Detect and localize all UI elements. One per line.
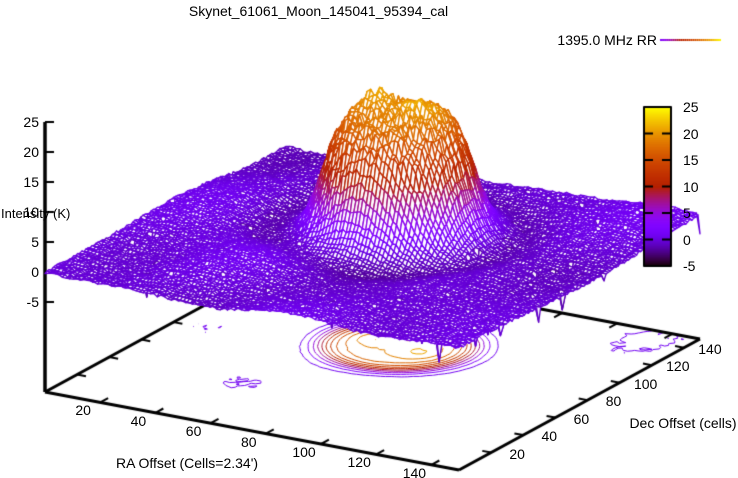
colorbar-tick-label: 0 bbox=[683, 231, 691, 248]
dec-axis-tick-label: 40 bbox=[541, 428, 558, 445]
colorbar-tick-label: 10 bbox=[683, 178, 699, 195]
ra-axis-tick-label: 100 bbox=[292, 444, 316, 460]
ra-axis-tick-label: 140 bbox=[402, 464, 427, 478]
z-axis-tick-label: 15 bbox=[23, 174, 39, 190]
z-axis-tick-label: 0 bbox=[31, 264, 39, 280]
ra-axis-tick-label: 80 bbox=[241, 433, 257, 450]
legend-label: 1395.0 MHz RR bbox=[557, 32, 657, 48]
colorbar-tick-label: 15 bbox=[683, 152, 699, 168]
z-axis-label: Intensity (K) bbox=[1, 206, 71, 221]
z-axis-tick-label: -5 bbox=[26, 294, 39, 310]
z-axis-tick-label: 20 bbox=[23, 144, 39, 160]
ra-axis-tick-label: 120 bbox=[347, 454, 371, 471]
z-axis-tick-label: 5 bbox=[31, 234, 39, 250]
colorbar-tick-label: 25 bbox=[683, 99, 699, 115]
dec-axis-tick-label: 140 bbox=[698, 340, 722, 357]
dec-axis-tick-label: 80 bbox=[605, 393, 622, 410]
colorbar-tick-label: -5 bbox=[683, 258, 696, 274]
z-axis-tick-label: 25 bbox=[23, 114, 39, 130]
ra-axis-tick-label: 20 bbox=[75, 402, 91, 419]
x-axis-label: RA Offset (Cells=2.34') bbox=[115, 455, 259, 471]
dec-axis-tick-label: 60 bbox=[573, 410, 590, 427]
plot-title: Skynet_61061_Moon_145041_95394_cal bbox=[188, 3, 449, 19]
ra-axis-tick-label: 40 bbox=[130, 412, 147, 429]
dec-axis-tick-label: 120 bbox=[666, 358, 690, 375]
y-axis-label: Dec Offset (cells) bbox=[629, 415, 737, 431]
dec-axis-tick-label: 100 bbox=[633, 375, 658, 392]
colorbar-tick-label: 20 bbox=[683, 125, 699, 142]
ra-axis-tick-label: 60 bbox=[185, 423, 202, 440]
z-axis-tick-label: 10 bbox=[23, 204, 39, 220]
dec-axis-tick-label: 20 bbox=[509, 445, 525, 462]
colorbar-tick-label: 5 bbox=[683, 205, 691, 221]
legend-entry: 1395.0 MHz RR bbox=[557, 33, 657, 47]
